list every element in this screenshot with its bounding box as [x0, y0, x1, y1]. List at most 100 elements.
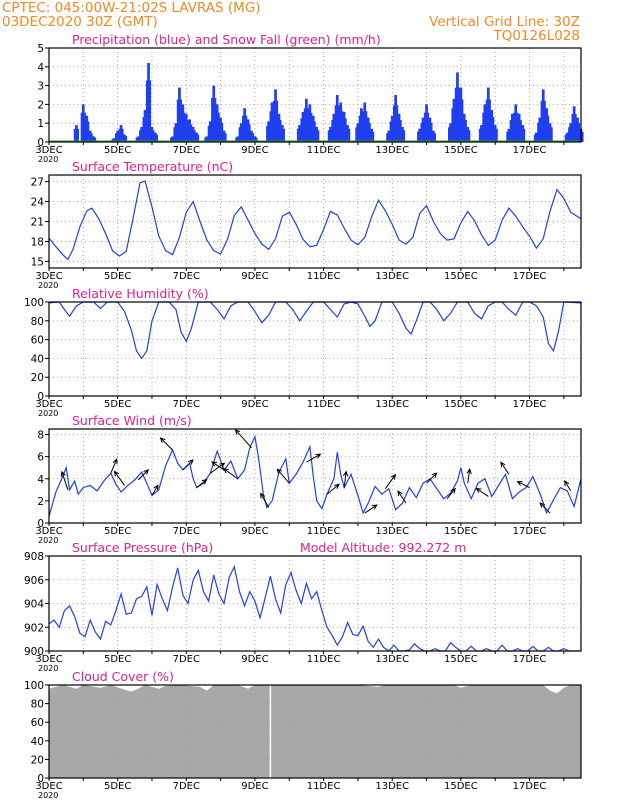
wind-arrow — [426, 472, 438, 484]
humidity-title: Relative Humidity (%) — [72, 286, 209, 301]
header-grid-info: Vertical Grid Line: 30Z — [429, 14, 580, 30]
wind-arrow — [210, 462, 226, 474]
wind-arrow — [466, 468, 472, 484]
precip-bar — [495, 128, 498, 142]
x-tick-label: 15DEC — [444, 654, 478, 665]
x-tick-label: 15DEC — [444, 399, 478, 410]
precip-bar — [522, 128, 526, 142]
y-tick-label: 902 — [24, 622, 44, 634]
wind-arrow — [326, 483, 340, 495]
y-tick-label: 0 — [37, 391, 44, 403]
y-tick-label: 0 — [37, 773, 44, 785]
precip-bar — [429, 122, 433, 142]
plot-area — [49, 302, 581, 396]
wind-arrow — [397, 490, 407, 504]
series-line — [48, 180, 582, 261]
precip-bar — [148, 80, 152, 142]
wind-arrow — [60, 470, 69, 490]
x-year-label: 2020 — [38, 536, 58, 545]
wind-arrow — [306, 453, 322, 463]
y-tick-label: 0 — [37, 137, 44, 149]
y-tick-label: 80 — [31, 316, 44, 328]
x-year-label: 2020 — [38, 791, 58, 800]
x-tick-label: 15DEC — [444, 271, 478, 282]
panel-6: 0 20 40 60 80 100 3DEC 5DEC 7DEC 9DEC 11DEC 13DEC 15… — [24, 669, 582, 800]
y-tick-label: 100 — [24, 680, 44, 692]
plot-frame — [48, 555, 582, 652]
wind-arrow — [564, 479, 572, 492]
y-tick-label: 15 — [31, 256, 44, 268]
panel-2: 15 18 21 24 27 3DEC 5DEC 7DEC 9DEC 11DEC 13DEC 15DE… — [31, 159, 582, 290]
plot-area — [49, 429, 581, 523]
x-tick-label: 17DEC — [513, 271, 547, 282]
x-tick-label: 13DEC — [375, 399, 409, 410]
y-tick-label: 900 — [24, 646, 44, 658]
x-tick-label: 5DEC — [104, 271, 131, 282]
header-date: 03DEC2020 30Z (GMT) — [2, 14, 158, 30]
x-tick-label: 3DEC — [35, 399, 62, 410]
x-tick-label: 11DEC — [307, 145, 341, 156]
wind-arrow — [260, 492, 270, 508]
x-tick-label: 3DEC — [35, 271, 62, 282]
x-tick-label: 9DEC — [241, 271, 268, 282]
x-tick-label: 15DEC — [444, 781, 478, 792]
precip-bar — [124, 136, 128, 142]
wind-arrow — [182, 459, 194, 471]
x-tick-label: 3DEC — [35, 526, 62, 537]
x-tick-label: 5DEC — [104, 145, 131, 156]
x-tick-label: 11DEC — [307, 781, 341, 792]
precip-bar — [433, 133, 436, 142]
y-tick-label: 18 — [31, 236, 44, 248]
wind-arrow — [475, 487, 489, 497]
wind-arrow — [276, 468, 290, 484]
panel-1: 0 1 2 3 4 5 3DEC 5DEC 7DEC 9DEC 11DEC 13DEC 15DEC 17D… — [35, 32, 584, 164]
x-tick-label: 15DEC — [444, 526, 478, 537]
plot-frame — [48, 684, 582, 779]
x-tick-label: 13DEC — [375, 526, 409, 537]
panel-4: 0 2 4 6 8 3DEC 5DEC 7DEC 9DEC 11DEC 13DEC 15DEC 17DE… — [35, 413, 582, 545]
x-tick-label: 9DEC — [241, 781, 268, 792]
precip-bar — [155, 134, 158, 142]
wind-arrow — [539, 502, 551, 514]
x-tick-label: 5DEC — [104, 399, 131, 410]
precip-bar — [402, 130, 406, 142]
x-tick-label: 7DEC — [173, 781, 200, 792]
y-tick-label: 24 — [31, 197, 45, 209]
x-tick-label: 3DEC — [35, 781, 62, 792]
wind-arrow — [516, 481, 530, 489]
plot-frame — [48, 428, 582, 524]
wind-arrow — [110, 458, 118, 474]
x-tick-label: 7DEC — [173, 145, 200, 156]
header-model-id: TQ0126L028 — [492, 28, 580, 44]
y-tick-label: 908 — [24, 551, 44, 563]
x-tick-label: 9DEC — [241, 399, 268, 410]
x-tick-label: 11DEC — [307, 399, 341, 410]
y-tick-label: 1 — [37, 118, 44, 130]
y-tick-label: 3 — [37, 81, 44, 93]
x-tick-label: 11DEC — [307, 271, 341, 282]
precip-bar — [254, 137, 258, 142]
cloud-title: Cloud Cover (%) — [72, 669, 174, 684]
plot-frame — [48, 174, 582, 269]
precip-bar — [93, 137, 97, 142]
precip-bar — [316, 130, 320, 142]
series-line — [48, 564, 581, 652]
x-tick-label: 11DEC — [307, 654, 341, 665]
plot-frame — [48, 47, 582, 143]
wind-arrow — [113, 470, 125, 486]
y-tick-label: 20 — [31, 754, 44, 766]
panel-3: 0 20 40 60 80 100 3DEC 5DEC 7DEC 9DEC 11DEC 13DEC 15… — [24, 286, 582, 418]
precip-bar — [220, 122, 224, 142]
x-tick-label: 7DEC — [173, 271, 200, 282]
x-tick-label: 5DEC — [104, 781, 131, 792]
x-tick-label: 11DEC — [307, 526, 341, 537]
x-tick-label: 5DEC — [104, 526, 131, 537]
x-tick-label: 17DEC — [513, 654, 547, 665]
y-tick-label: 6 — [37, 452, 44, 464]
x-tick-label: 7DEC — [173, 399, 200, 410]
x-tick-label: 3DEC — [35, 654, 62, 665]
x-year-label: 2020 — [38, 155, 58, 164]
series-line — [48, 434, 582, 517]
pressure-title: Surface Pressure (hPa) — [72, 540, 213, 555]
